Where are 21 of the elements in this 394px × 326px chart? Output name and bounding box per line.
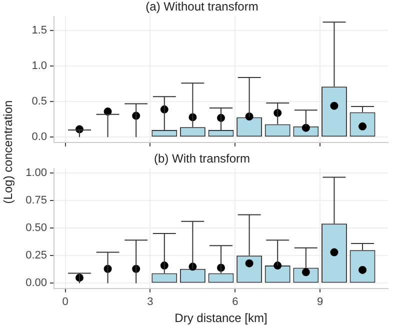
x-axis-title: Dry distance [km]: [174, 311, 268, 326]
point: [330, 102, 338, 110]
y-tick-label: 0.25: [26, 250, 47, 262]
point: [330, 248, 338, 256]
x-tick-label: 0: [62, 296, 68, 308]
chart-title: (b) With transform: [154, 152, 250, 166]
y-tick-label: 0.5: [32, 96, 47, 108]
y-tick-label: 0.00: [26, 277, 47, 290]
x-tick-label: 6: [232, 296, 238, 308]
point: [245, 259, 254, 268]
y-tick-label: 0.50: [26, 222, 47, 234]
chart-title: (a) Without transform: [146, 0, 258, 14]
x-tick-label: 9: [317, 296, 324, 308]
y-axis-title: (Log) concentration: [1, 99, 15, 206]
point: [274, 262, 282, 270]
x-tick-label: 3: [147, 296, 154, 308]
y-tick-label: 1.0: [32, 60, 47, 72]
y-tick-label: 1.5: [32, 24, 47, 37]
y-tick-label: 1.00: [26, 166, 47, 179]
y-tick-label: 0.75: [26, 194, 47, 206]
y-tick-label: 0.0: [32, 131, 47, 144]
